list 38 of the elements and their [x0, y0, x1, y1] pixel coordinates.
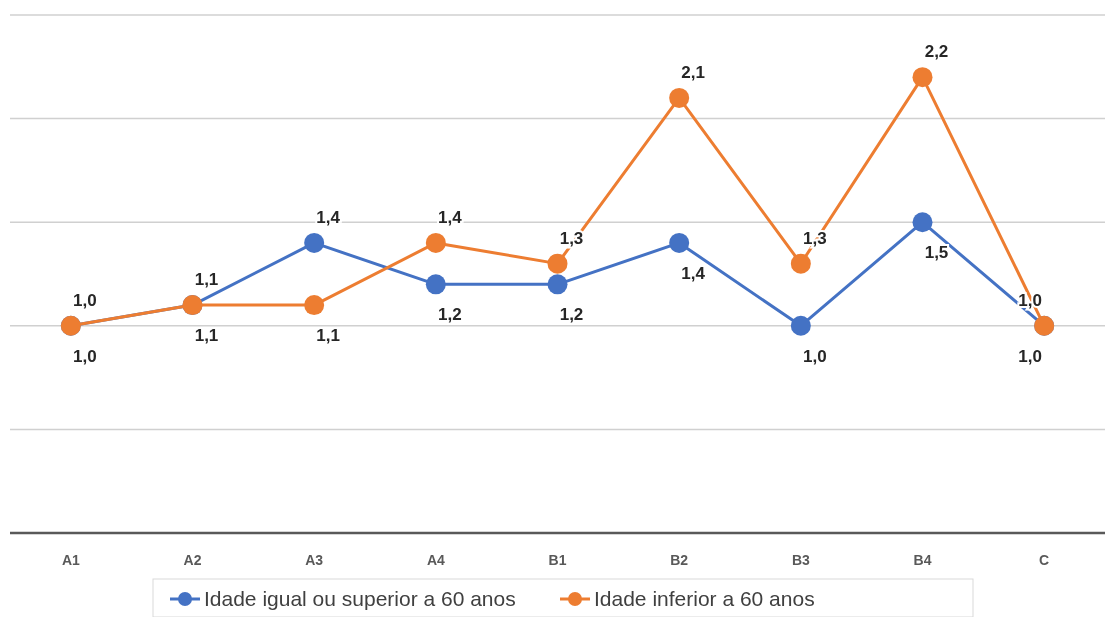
data-label: 1,0 — [73, 346, 97, 366]
legend-label: Idade igual ou superior a 60 anos — [204, 587, 516, 610]
x-tick-label: B4 — [913, 552, 932, 568]
data-label: 1,0 — [1018, 346, 1042, 366]
x-tick-label: A3 — [305, 552, 324, 568]
point — [547, 253, 568, 274]
data-label: 1,1 — [194, 270, 219, 290]
data-label: 1,1 — [316, 326, 340, 346]
point — [304, 232, 325, 253]
data-label: 1,2 — [559, 305, 584, 325]
legend-label: Idade inferior a 60 anos — [594, 587, 815, 610]
x-tick-label: A1 — [61, 552, 80, 568]
data-label: 2,1 — [681, 62, 705, 82]
data-label: 1,5 — [924, 243, 949, 263]
point — [790, 315, 811, 336]
point — [912, 67, 933, 88]
data-label: 1,4 — [438, 207, 463, 227]
x-tick-label: A4 — [426, 552, 445, 568]
point — [425, 232, 446, 253]
data-label: 2,2 — [924, 42, 949, 62]
data-label: 1,0 — [73, 290, 97, 310]
point — [669, 87, 690, 108]
x-tick-label: A2 — [183, 552, 202, 568]
x-tick-label: C — [1039, 552, 1050, 568]
data-label: 1,2 — [438, 305, 462, 325]
data-label: 1,0 — [803, 346, 827, 366]
x-tick-label: B1 — [548, 552, 567, 568]
x-tick-label: B2 — [670, 552, 689, 568]
point — [304, 295, 325, 316]
data-label: 1,4 — [316, 207, 341, 227]
point — [669, 232, 690, 253]
point — [790, 253, 811, 274]
data-label: 1,4 — [681, 263, 706, 283]
point — [425, 274, 446, 295]
point — [912, 212, 933, 233]
data-label: 1,1 — [194, 326, 219, 346]
point — [547, 274, 568, 295]
x-tick-label: B3 — [791, 552, 810, 568]
